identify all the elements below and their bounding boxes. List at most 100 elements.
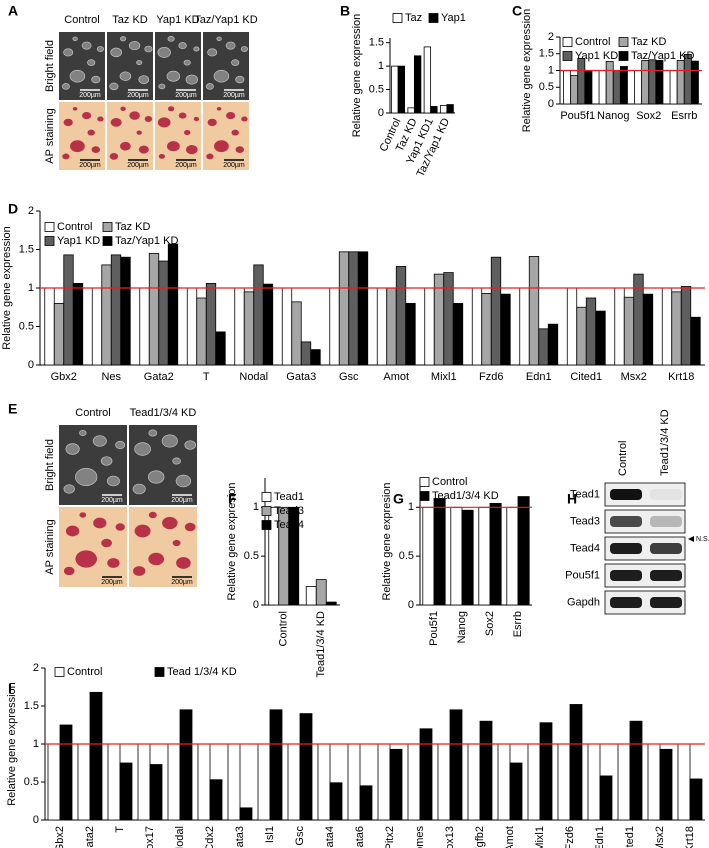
- bar: [291, 301, 302, 366]
- y-tick-label: 1.5: [19, 243, 34, 255]
- bar: [577, 58, 586, 105]
- bar: [101, 264, 112, 366]
- colony: [240, 46, 248, 52]
- y-tick-label: 1: [548, 64, 554, 76]
- legend-swatch: [261, 520, 272, 530]
- row-label: Bright field: [44, 439, 56, 491]
- stained-colony: [184, 130, 191, 136]
- bar: [269, 709, 283, 821]
- stained-colony: [216, 106, 222, 111]
- blot-column-label: Control: [617, 441, 629, 476]
- stained-colony: [206, 153, 214, 160]
- x-tick-label: Msx2: [654, 826, 666, 848]
- legend-label: Taz KD: [631, 36, 667, 48]
- blot-strip: [604, 563, 686, 588]
- legend-label: Tead4: [274, 519, 304, 531]
- stained-colony: [162, 516, 178, 530]
- stained-colony: [63, 566, 75, 576]
- bar: [629, 720, 643, 821]
- bar: [209, 779, 223, 821]
- legend-swatch: [562, 51, 573, 61]
- x-tick-label: Nanog: [456, 611, 468, 643]
- x-tick-label: Pitx2: [384, 826, 396, 848]
- bar: [167, 743, 181, 821]
- bar: [539, 722, 553, 821]
- legend-label: Tead3: [274, 505, 304, 517]
- bar: [72, 282, 84, 366]
- x-tick-label: Krt18: [684, 826, 696, 848]
- y-axis-label: Relative gene expression: [521, 9, 533, 133]
- bar: [196, 297, 207, 366]
- scale-bar-label: 200µm: [127, 92, 149, 99]
- stained-colony: [107, 558, 120, 568]
- y-tick-label: 0.5: [19, 320, 34, 332]
- blot-row-label: Tead3: [570, 515, 600, 527]
- colony: [136, 60, 143, 66]
- y-axis-label: Relative gene expression: [351, 14, 363, 138]
- colony: [65, 443, 80, 455]
- bar: [489, 502, 502, 606]
- scale-bar-label: 200µm: [127, 162, 149, 169]
- bar: [452, 302, 464, 366]
- stained-colony: [70, 140, 85, 153]
- colony: [63, 484, 75, 494]
- bar: [569, 704, 583, 821]
- bar: [647, 743, 661, 821]
- stained-colony: [72, 106, 78, 111]
- bar: [547, 323, 559, 366]
- bar: [234, 287, 245, 366]
- arrow-marker: [688, 536, 694, 542]
- x-tick-label: Sox13: [444, 826, 456, 848]
- colony: [157, 46, 171, 58]
- stained-colony: [129, 111, 140, 120]
- legend-swatch: [419, 477, 430, 487]
- colony: [144, 45, 153, 53]
- x-tick-label: Tgfb2: [474, 826, 486, 848]
- colony: [91, 75, 101, 84]
- y-tick-label: 1: [408, 501, 414, 513]
- colony: [185, 74, 198, 85]
- stained-colony: [136, 130, 142, 135]
- blot-band: [610, 516, 642, 527]
- bar: [471, 287, 483, 366]
- bar: [623, 296, 635, 366]
- x-tick-label: Gata4: [324, 826, 336, 848]
- bar: [443, 272, 454, 366]
- bar: [137, 743, 151, 821]
- legend-label: Yap1 KD: [57, 235, 100, 247]
- scale-bar-label: 200µm: [79, 162, 101, 169]
- bar: [110, 254, 122, 366]
- bar: [538, 328, 549, 366]
- blot-annotation: N.S.: [696, 536, 709, 543]
- bar: [338, 251, 350, 366]
- legend-swatch: [419, 491, 430, 501]
- x-tick-label: Sox2: [636, 110, 661, 122]
- scale-bar-label: 200µm: [101, 497, 123, 504]
- x-tick-label: Gsc: [339, 371, 359, 383]
- colony: [81, 41, 92, 50]
- bar: [281, 287, 293, 366]
- column-label: Yap1 KD: [156, 14, 199, 26]
- bar: [89, 691, 103, 821]
- bar: [91, 287, 103, 366]
- x-tick-label: Control: [278, 611, 290, 646]
- colony: [100, 456, 113, 466]
- legend-label: Control: [57, 221, 92, 233]
- blot-band: [650, 570, 682, 581]
- bar: [317, 743, 331, 821]
- blot-row-label: Gapdh: [567, 596, 600, 608]
- y-tick-label: 2: [548, 31, 554, 43]
- stained-colony: [65, 525, 80, 537]
- stained-colony: [167, 141, 180, 152]
- bar: [59, 724, 73, 821]
- colony: [134, 442, 151, 456]
- y-tick-label: 0: [408, 599, 414, 611]
- bar: [397, 65, 406, 114]
- bar: [299, 713, 313, 821]
- stained-colony: [87, 129, 95, 136]
- stained-colony: [167, 106, 175, 112]
- blot-band: [610, 489, 642, 500]
- colony: [106, 475, 120, 487]
- bar: [347, 743, 361, 821]
- bar: [648, 59, 657, 105]
